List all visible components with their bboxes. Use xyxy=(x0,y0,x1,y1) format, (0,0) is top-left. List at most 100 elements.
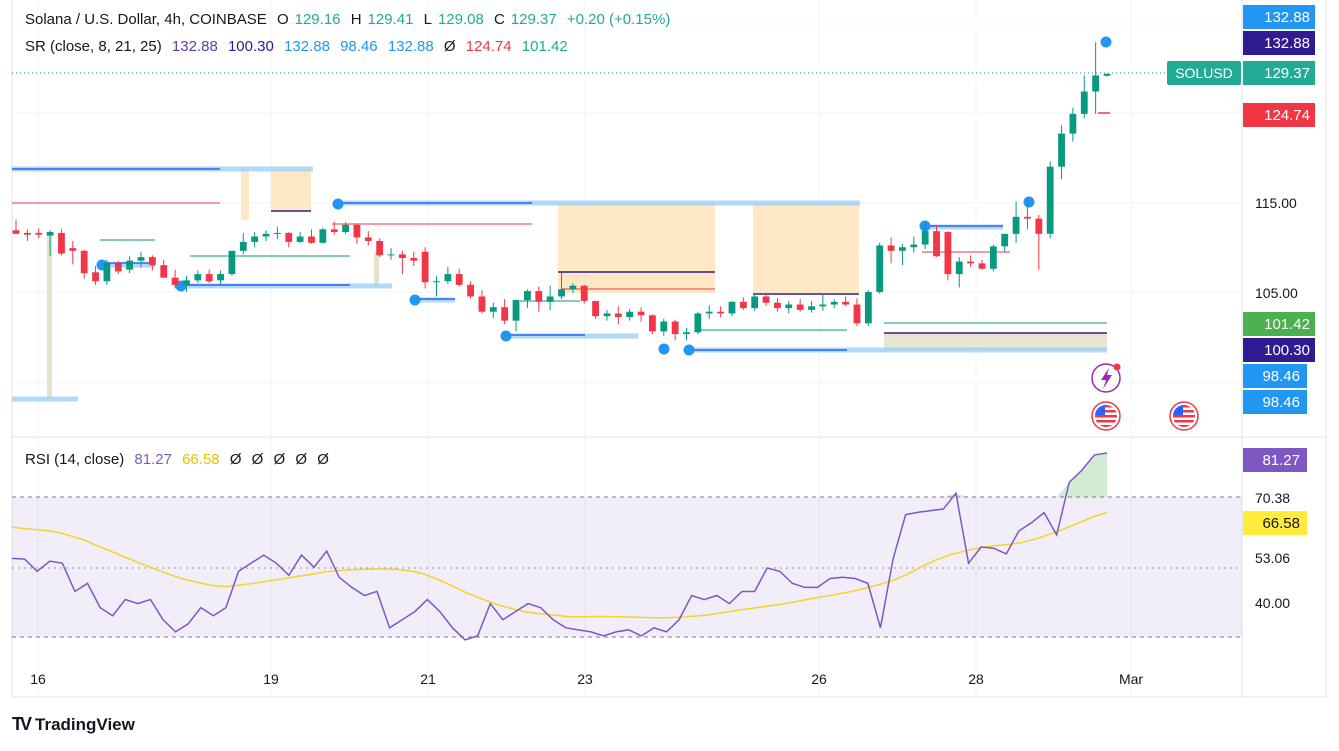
candle-down xyxy=(1024,216,1031,219)
price-badge: 98.46 xyxy=(1243,390,1307,414)
candle-down xyxy=(80,250,88,274)
tradingview-logo[interactable]: TV TradingView xyxy=(12,714,135,735)
tradingview-logo-icon: TV xyxy=(12,714,32,734)
sr-zone xyxy=(374,252,379,286)
svg-text:124.74: 124.74 xyxy=(1264,107,1310,124)
candle-up xyxy=(1012,216,1020,234)
candle-down xyxy=(1035,218,1043,234)
candle-up xyxy=(694,313,702,333)
candle-up xyxy=(251,236,259,242)
rsi-value-badge: 81.27 xyxy=(1243,448,1307,472)
price-badge: 132.88 xyxy=(1243,5,1315,29)
candle-up xyxy=(1092,75,1100,92)
sr-zone xyxy=(241,170,249,220)
candle-down xyxy=(308,236,315,243)
sr-pivot-marker xyxy=(658,343,670,355)
price-badge: 98.46 xyxy=(1243,364,1307,388)
rsi-indicator-name: RSI (14, close) xyxy=(25,451,125,468)
svg-text:98.46: 98.46 xyxy=(1262,368,1300,385)
sr-value: 100.30 xyxy=(227,38,274,55)
candle-up xyxy=(558,289,565,297)
candle-up xyxy=(785,304,793,309)
time-tick-label: 23 xyxy=(577,671,593,687)
svg-text:101.42: 101.42 xyxy=(1264,316,1310,333)
candle-up xyxy=(808,306,815,310)
candle-down xyxy=(12,230,20,234)
candle-up xyxy=(1069,113,1077,134)
us-flag-event-icon[interactable] xyxy=(1169,401,1199,431)
svg-text:98.46: 98.46 xyxy=(1262,394,1300,411)
candle-up xyxy=(217,274,224,281)
candle-down xyxy=(376,240,384,256)
sr-indicator-name: SR (close, 8, 21, 25) xyxy=(25,38,162,55)
candle-down xyxy=(580,285,588,301)
candle-up xyxy=(512,300,520,321)
candle-down xyxy=(978,263,986,269)
candle-up xyxy=(728,301,736,314)
sr-value: Ø xyxy=(443,38,456,55)
sr-zone xyxy=(753,204,859,293)
sr-value: 98.46 xyxy=(340,38,378,55)
rsi-indicator-legend[interactable]: RSI (14, close) 81.27 66.58 Ø Ø Ø Ø Ø xyxy=(25,451,335,468)
svg-text:SOLUSD: SOLUSD xyxy=(1175,65,1233,81)
candle-down xyxy=(774,302,781,309)
candle-up xyxy=(183,280,190,285)
candle-down xyxy=(614,313,622,318)
candle-up xyxy=(433,281,440,283)
svg-text:132.88: 132.88 xyxy=(1264,9,1310,26)
candle-down xyxy=(933,231,940,257)
time-tick-label: 28 xyxy=(968,671,984,687)
sr-indicator-drawings xyxy=(12,36,1112,402)
rsi-empty-value: Ø xyxy=(273,451,286,468)
sr-pivot-marker xyxy=(683,344,695,356)
tradingview-logo-text: TradingView xyxy=(35,714,135,734)
candle-down xyxy=(535,291,543,302)
candle-up xyxy=(46,232,54,236)
candle-down xyxy=(364,237,372,241)
rsi-value: 81.27 xyxy=(134,451,172,468)
candle-up xyxy=(239,241,247,251)
sr-value: 132.88 xyxy=(171,38,218,55)
candle-down xyxy=(842,301,850,305)
sr-pivot-marker xyxy=(332,198,344,210)
split-event-icon[interactable] xyxy=(1091,363,1121,393)
candlestick-series xyxy=(12,42,1111,341)
us-flag-event-icon[interactable] xyxy=(1091,401,1121,431)
time-tick-label: 26 xyxy=(811,671,827,687)
candle-up xyxy=(273,232,281,234)
candle-up xyxy=(705,311,713,314)
symbol-price-badge: SOLUSD 129.37 xyxy=(1167,61,1315,85)
sr-pivot-marker xyxy=(1100,36,1112,48)
candle-up xyxy=(262,233,270,237)
ohlc-high: H 129.41 xyxy=(350,11,414,28)
ohlc-low: L 129.08 xyxy=(423,11,484,28)
rsi-tick-label: 70.38 xyxy=(1255,490,1290,506)
time-tick-label: 19 xyxy=(263,671,279,687)
price-tick-label: 105.00 xyxy=(1255,285,1298,301)
sr-zone xyxy=(884,333,1107,350)
candle-up xyxy=(899,247,906,251)
candle-down xyxy=(501,307,509,321)
rsi-overbought-fill xyxy=(943,453,1107,497)
candle-up xyxy=(603,313,611,317)
candle-down xyxy=(205,274,213,282)
candle-down xyxy=(35,232,43,235)
sr-zone xyxy=(47,234,52,398)
svg-text:129.37: 129.37 xyxy=(1264,65,1310,82)
candle-up xyxy=(319,229,327,243)
price-badge: 100.30 xyxy=(1243,338,1315,362)
symbol-legend[interactable]: Solana / U.S. Dollar, 4h, COINBASE O 129.… xyxy=(25,11,676,28)
candle-up xyxy=(1103,73,1111,76)
rsi-ma-badge: 66.58 xyxy=(1243,511,1307,535)
candle-down xyxy=(762,296,770,303)
candle-down xyxy=(58,232,65,254)
candle-up xyxy=(342,224,349,233)
rsi-ma-value: 66.58 xyxy=(182,451,220,468)
price-badge: 132.88 xyxy=(1243,31,1315,55)
candle-down xyxy=(410,257,418,261)
sr-indicator-legend[interactable]: SR (close, 8, 21, 25) 132.88 100.30 132.… xyxy=(25,38,574,55)
candle-up xyxy=(819,304,827,307)
price-badge: 101.42 xyxy=(1243,312,1315,336)
candle-down xyxy=(649,315,656,332)
